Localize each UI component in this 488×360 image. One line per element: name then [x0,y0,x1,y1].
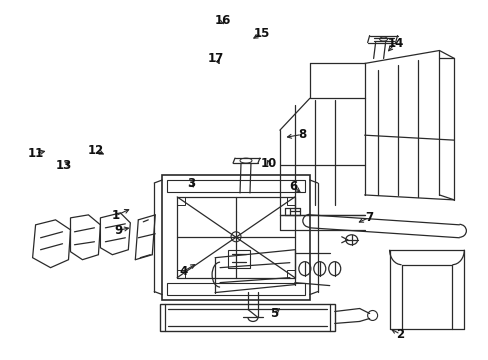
Text: 15: 15 [253,27,269,40]
Bar [286,197,294,205]
Text: 6: 6 [288,180,297,193]
Text: 8: 8 [297,128,305,141]
Text: 16: 16 [214,14,230,27]
Bar [177,197,294,278]
Text: 1: 1 [111,210,119,222]
Text: 2: 2 [396,328,404,341]
Text: 9: 9 [114,224,122,237]
Bar [286,270,294,278]
Text: 12: 12 [87,144,103,157]
Text: 4: 4 [179,265,187,278]
Text: 11: 11 [28,147,44,159]
Bar [162,175,309,300]
Text: 5: 5 [269,307,277,320]
Bar [167,283,304,294]
Text: 3: 3 [186,177,195,190]
Text: 10: 10 [260,157,276,170]
Bar [167,180,304,192]
Text: 7: 7 [364,211,372,224]
Text: 14: 14 [386,36,403,50]
Text: 13: 13 [56,159,72,172]
Text: 17: 17 [208,51,224,64]
Bar [177,197,185,205]
Bar [177,270,185,278]
Bar [160,303,334,332]
Bar [227,250,249,268]
